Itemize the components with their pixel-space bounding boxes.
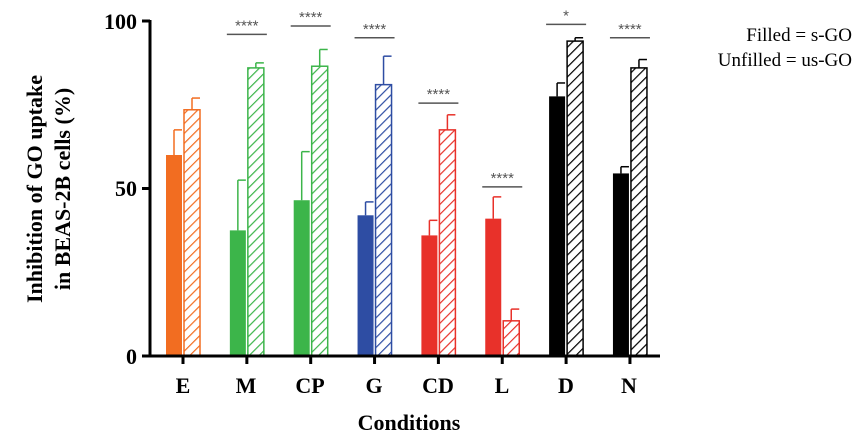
bar-s-go-CP (293, 200, 310, 356)
x-tick-label-N: N (621, 373, 637, 398)
y-axis-title-line2: in BEAS-2B cells (%) (50, 88, 75, 290)
x-tick-label-D: D (558, 373, 574, 398)
x-tick-label-G: G (365, 373, 382, 398)
bar-us-go-G (374, 83, 393, 357)
bar-s-go-M (229, 230, 246, 356)
x-tick-label-E: E (176, 373, 191, 398)
sig-label-G: **** (363, 21, 387, 38)
y-tick-label-100: 100 (104, 9, 137, 34)
bar-s-go-L (485, 218, 502, 356)
x-axis-title: Conditions (358, 410, 461, 435)
sig-label-N: **** (618, 21, 642, 38)
y-tick-label-0: 0 (126, 344, 137, 369)
sig-label-CD: **** (427, 86, 451, 103)
bar-s-go-CD (421, 235, 438, 356)
bar-us-go-L (502, 320, 520, 357)
bar-us-go-CD (438, 129, 457, 357)
x-tick-label-CD: CD (422, 373, 454, 398)
bar-s-go-G (357, 215, 374, 356)
y-tick-label-50: 50 (115, 176, 137, 201)
legend-filled: Filled = s-GO (746, 25, 852, 46)
bar-us-go-D (566, 40, 584, 357)
sig-label-D: * (563, 7, 569, 24)
bar-us-go-M (247, 67, 265, 357)
sig-label-CP: **** (299, 9, 323, 26)
bar-s-go-N (612, 173, 629, 356)
bar-us-go-E (183, 109, 201, 357)
sig-label-L: **** (491, 170, 515, 187)
bar-us-go-CP (310, 65, 329, 357)
legend-unfilled: Unfilled = us-GO (718, 50, 852, 71)
y-axis-title-line1: Inhibition of GO uptake (22, 75, 47, 303)
x-tick-label-M: M (236, 373, 257, 398)
x-tick-label-L: L (495, 373, 510, 398)
sig-label-M: **** (235, 17, 259, 34)
bar-s-go-D (549, 96, 566, 356)
bar-us-go-N (630, 67, 648, 357)
x-tick-label-CP: CP (295, 373, 324, 398)
bar-s-go-E (166, 155, 182, 356)
